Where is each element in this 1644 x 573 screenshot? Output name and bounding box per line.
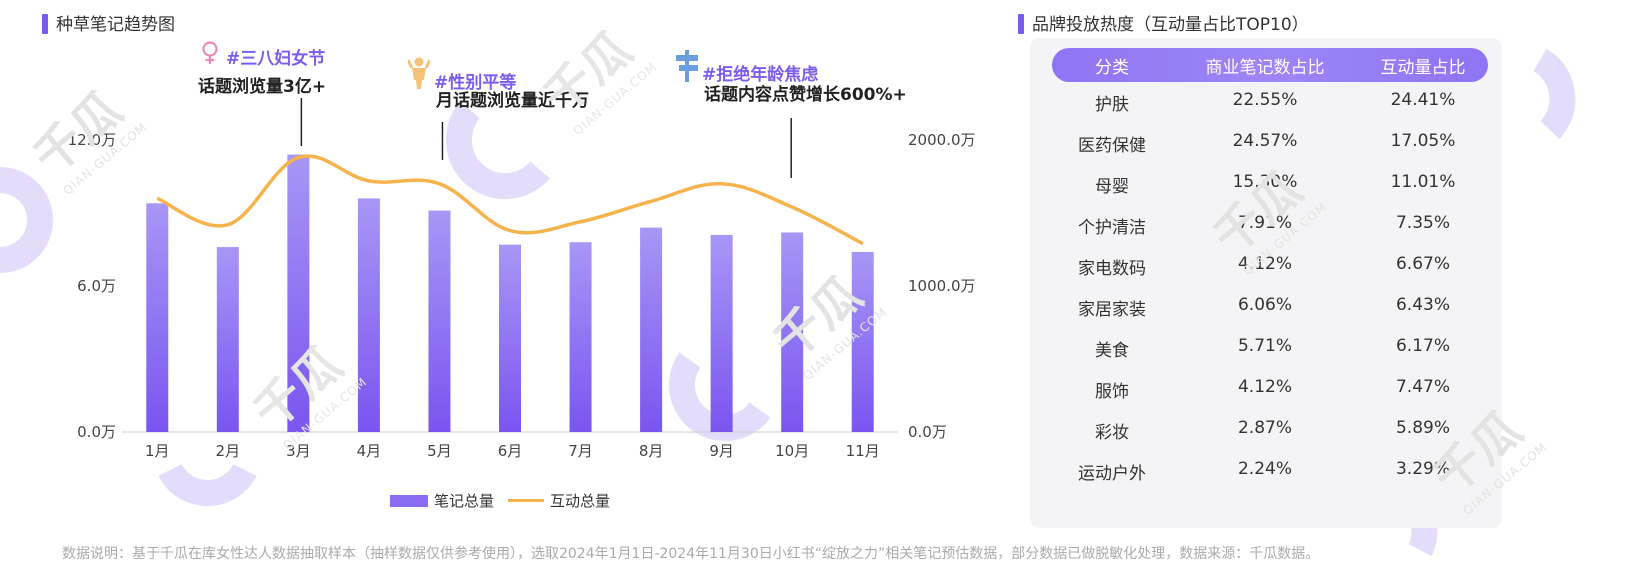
- cell-category: 彩妆: [1095, 423, 1129, 443]
- series-line: [156, 154, 864, 246]
- legend-line-label: 互动总量: [550, 492, 611, 510]
- bar: [710, 234, 733, 432]
- x-axis-tick-label: 8月: [639, 442, 664, 460]
- x-axis-tick-label: 4月: [357, 442, 382, 460]
- x-axis-tick-label: 3月: [286, 442, 311, 460]
- brand-table-title-text: 品牌投放热度（互动量占比TOP10）: [1032, 15, 1309, 35]
- x-axis-tick-label: 10月: [775, 442, 809, 460]
- header-note-share: 商业笔记数占比: [1205, 57, 1325, 78]
- legend-bar-swatch: [390, 494, 428, 507]
- signpost-icon: [676, 50, 698, 86]
- cell-note-share: 24.57%: [1232, 131, 1298, 151]
- data-source-note: 数据说明：基于千瓜在库女性达人数据抽取样本（抽样数据仅供参考使用），选取2024…: [62, 546, 1320, 562]
- x-axis-tick-label: 11月: [846, 442, 880, 460]
- bar: [357, 198, 380, 432]
- cell-note-share: 4.12%: [1237, 377, 1292, 397]
- cell-interaction-share: 17.05%: [1390, 131, 1456, 151]
- header-interaction-share: 互动量占比: [1380, 57, 1466, 78]
- cell-category: 运动户外: [1078, 464, 1146, 484]
- cell-note-share: 22.55%: [1232, 90, 1298, 110]
- table-header: 分类 商业笔记数占比 互动量占比: [1052, 48, 1488, 82]
- annotation-tag: #拒绝年龄焦虑: [702, 65, 819, 85]
- bar: [287, 154, 310, 432]
- cell-interaction-share: 5.89%: [1395, 418, 1450, 438]
- right-axis-tick-label: 0.0万: [908, 423, 947, 441]
- table-row: 美食 5.71% 6.17%: [1052, 336, 1488, 361]
- bar: [851, 251, 874, 432]
- x-axis-tick-label: 5月: [427, 442, 452, 460]
- left-axis-tick-label: 6.0万: [77, 277, 116, 295]
- trend-chart-title-text: 种草笔记趋势图: [56, 15, 175, 35]
- cell-category: 医药保健: [1078, 136, 1146, 156]
- bar: [146, 203, 169, 432]
- annotation-womens-day: #三八妇女节 话题浏览量3亿+: [198, 40, 327, 97]
- cell-note-share: 4.12%: [1237, 254, 1292, 274]
- female-symbol-icon: [200, 40, 222, 70]
- table-row: 医药保健 24.57% 17.05%: [1052, 131, 1488, 156]
- annotation-desc: 话题内容点赞增长600%+: [704, 85, 907, 105]
- table-row: 护肤 22.55% 24.41%: [1052, 90, 1488, 115]
- cell-category: 护肤: [1095, 95, 1129, 115]
- annotation-desc: 话题浏览量3亿+: [198, 77, 327, 97]
- bar: [216, 247, 239, 432]
- cell-category: 美食: [1095, 341, 1129, 361]
- annotation-gender-equality: #性别平等 月话题浏览量近千万: [406, 56, 589, 111]
- table-row: 个护清洁 7.91% 7.35%: [1052, 213, 1488, 238]
- brand-table-title: 品牌投放热度（互动量占比TOP10）: [1018, 10, 1309, 35]
- left-axis-tick-label: 12.0万: [68, 131, 116, 149]
- trend-chart-title: 种草笔记趋势图: [42, 10, 175, 35]
- annotation-tag: #三八妇女节: [226, 49, 326, 69]
- cell-interaction-share: 6.67%: [1395, 254, 1450, 274]
- cell-interaction-share: 3.29%: [1395, 459, 1450, 479]
- x-axis-tick-label: 6月: [498, 442, 523, 460]
- title-accent-bar: [42, 14, 48, 34]
- cell-interaction-share: 7.35%: [1395, 213, 1450, 233]
- table-row: 家电数码 4.12% 6.67%: [1052, 254, 1488, 279]
- cell-note-share: 6.06%: [1237, 295, 1292, 315]
- chart-legend: 笔记总量 互动总量: [390, 490, 610, 511]
- cell-note-share: 7.91%: [1237, 213, 1292, 233]
- cell-interaction-share: 6.43%: [1395, 295, 1450, 315]
- cell-interaction-share: 6.17%: [1395, 336, 1450, 356]
- bar: [781, 232, 804, 432]
- cell-interaction-share: 7.47%: [1395, 377, 1450, 397]
- brand-table-panel: 分类 商业笔记数占比 互动量占比 护肤 22.55% 24.41% 医药保健 24.57…: [1030, 38, 1502, 528]
- table-row: 服饰 4.12% 7.47%: [1052, 377, 1488, 402]
- cell-category: 个护清洁: [1078, 218, 1146, 238]
- legend-bar-label: 笔记总量: [434, 492, 495, 510]
- cell-category: 母婴: [1095, 177, 1129, 197]
- cell-category: 家电数码: [1078, 259, 1146, 279]
- x-axis-tick-label: 1月: [145, 442, 170, 460]
- bar: [640, 227, 663, 432]
- person-icon: [406, 56, 432, 94]
- cell-category: 服饰: [1095, 382, 1129, 402]
- trend-chart: 0.0万 6.0万 12.0万 0.0万 1000.0万 2000.0万 1月 2月 3月 4月 5…: [68, 98, 976, 460]
- x-axis-tick-label: 9月: [709, 442, 734, 460]
- bar: [499, 244, 521, 432]
- cell-note-share: 2.87%: [1237, 418, 1292, 438]
- annotation-age-anxiety: #拒绝年龄焦虑 话题内容点赞增长600%+: [676, 50, 907, 105]
- right-axis-tick-label: 2000.0万: [908, 131, 976, 149]
- annotation-desc: 月话题浏览量近千万: [436, 91, 589, 111]
- table-row: 彩妆 2.87% 5.89%: [1052, 418, 1488, 443]
- header-category: 分类: [1095, 57, 1129, 78]
- legend-line-swatch: [508, 499, 545, 502]
- table-row: 运动户外 2.24% 3.29%: [1052, 459, 1488, 484]
- table-row: 母婴 15.30% 11.01%: [1052, 172, 1488, 197]
- table-row: 家居家装 6.06% 6.43%: [1052, 295, 1488, 320]
- cell-category: 家居家装: [1078, 300, 1146, 320]
- cell-note-share: 5.71%: [1237, 336, 1292, 356]
- left-axis-tick-label: 0.0万: [77, 423, 116, 441]
- title-accent-bar: [1018, 14, 1024, 34]
- cell-note-share: 15.30%: [1232, 172, 1298, 192]
- annotation-tag: #性别平等: [434, 73, 517, 93]
- x-axis-tick-label: 2月: [216, 442, 241, 460]
- right-axis-tick-label: 1000.0万: [908, 277, 976, 295]
- x-axis-tick-label: 7月: [568, 442, 593, 460]
- cell-interaction-share: 24.41%: [1390, 90, 1456, 110]
- bar: [569, 242, 592, 432]
- bar: [428, 210, 451, 432]
- cell-interaction-share: 11.01%: [1390, 172, 1456, 192]
- cell-note-share: 2.24%: [1237, 459, 1292, 479]
